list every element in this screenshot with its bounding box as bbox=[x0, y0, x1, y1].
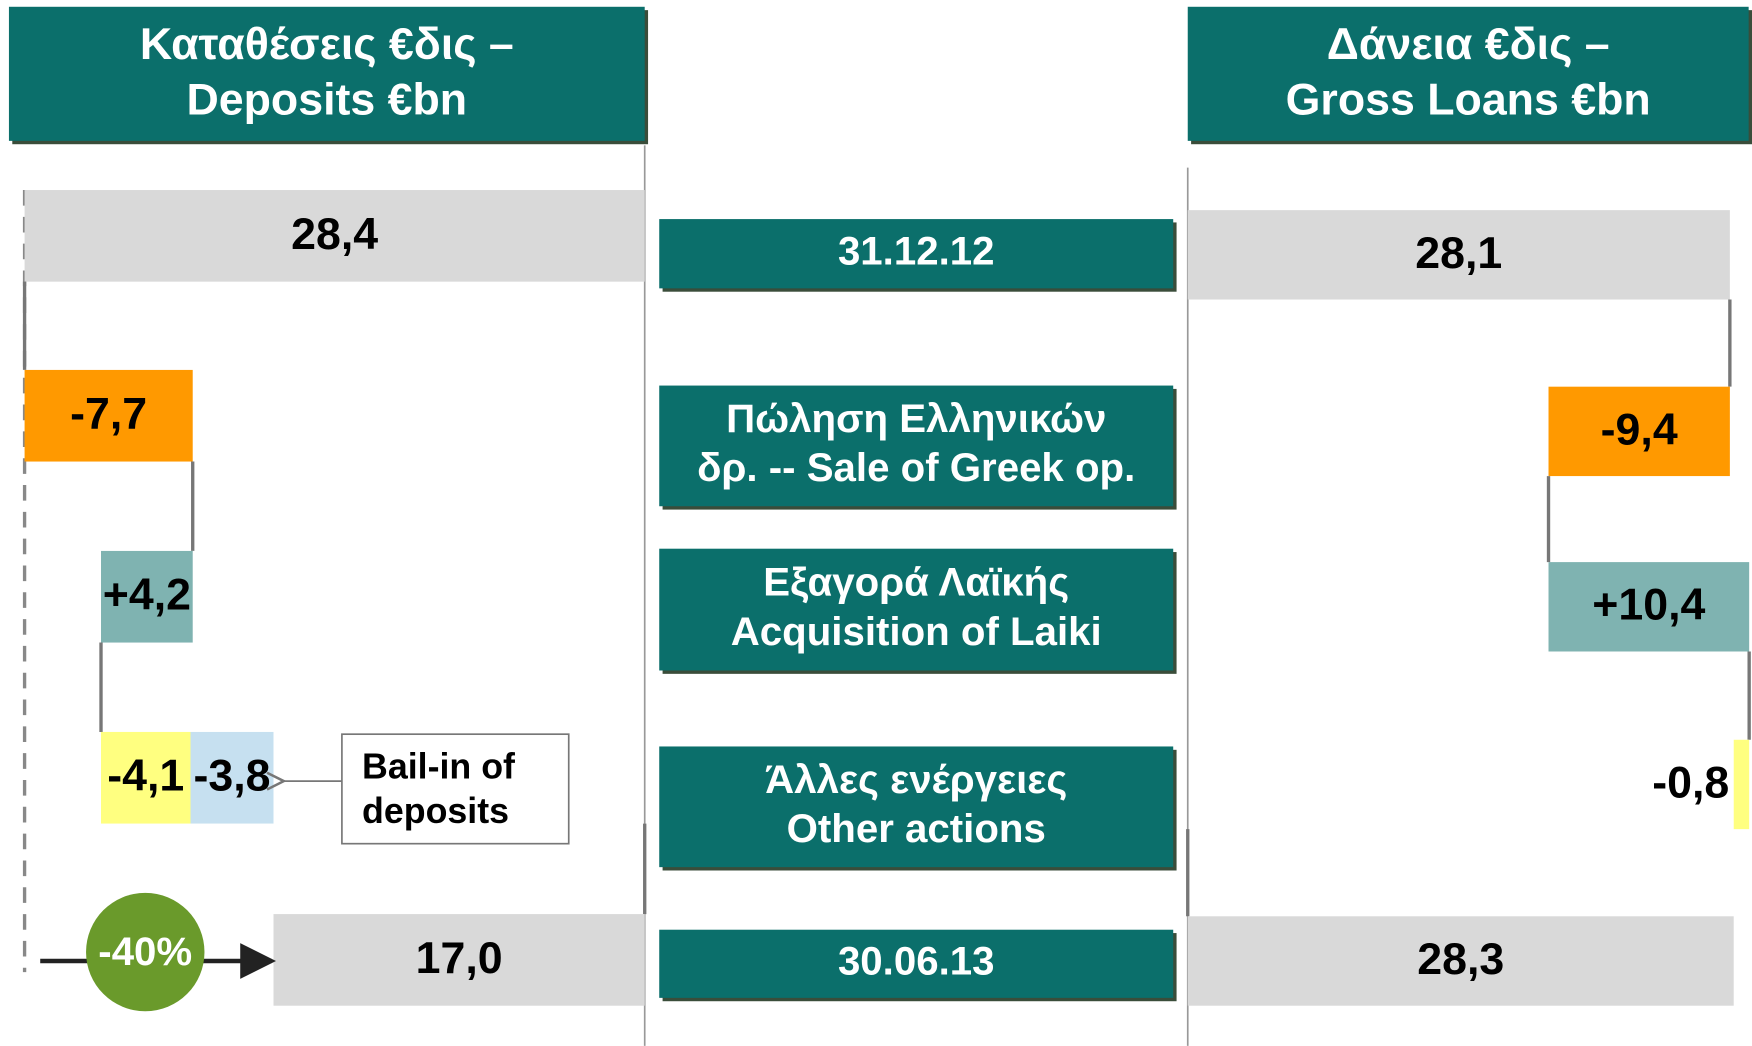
bar bbox=[273, 914, 645, 1006]
chart-title: Δάνεια €δις – bbox=[1327, 20, 1610, 69]
data-label: -4,1 bbox=[107, 752, 184, 801]
data-label: 28,4 bbox=[291, 210, 378, 259]
bar bbox=[190, 731, 274, 824]
data-label: -0,8 bbox=[1652, 758, 1729, 807]
row-label: 31.12.12 bbox=[838, 228, 995, 273]
data-label: 28,3 bbox=[1417, 935, 1504, 984]
row-label-box bbox=[659, 219, 1174, 289]
data-label: +4,2 bbox=[103, 571, 191, 620]
data-label: +10,4 bbox=[1592, 581, 1705, 630]
row-label: Other actions bbox=[787, 806, 1046, 851]
change-label: -40% bbox=[98, 929, 192, 974]
bar bbox=[24, 369, 193, 462]
bar bbox=[1548, 386, 1730, 477]
chart-title: Gross Loans €bn bbox=[1286, 76, 1651, 125]
data-label: -3,8 bbox=[194, 752, 271, 801]
bar bbox=[101, 731, 191, 824]
data-label: 28,1 bbox=[1415, 229, 1502, 278]
row-label: δρ. -- Sale of Greek op. bbox=[697, 445, 1135, 490]
bar bbox=[1548, 562, 1750, 652]
bar bbox=[1733, 739, 1750, 830]
row-label: Εξαγορά Λαϊκής bbox=[763, 560, 1069, 605]
row-label-box bbox=[659, 548, 1174, 671]
note-box bbox=[341, 733, 570, 845]
row-label: Πώληση Ελληνικών bbox=[726, 396, 1106, 441]
row-label: Acquisition of Laiki bbox=[731, 609, 1102, 654]
bar bbox=[1187, 210, 1730, 300]
chart-title: Deposits €bn bbox=[187, 76, 468, 125]
change-badge bbox=[86, 892, 205, 1012]
note: Bail-in of bbox=[362, 746, 515, 786]
header-box bbox=[1187, 6, 1749, 141]
bar bbox=[24, 190, 645, 282]
chart-title: Καταθέσεις €δις – bbox=[140, 20, 514, 69]
row-label-box bbox=[659, 385, 1174, 507]
row-label-box bbox=[659, 929, 1174, 998]
data-label: -7,7 bbox=[70, 390, 147, 439]
bar bbox=[101, 550, 193, 643]
row-label-box bbox=[659, 746, 1174, 868]
row-label: 30.06.13 bbox=[838, 938, 995, 983]
header-box bbox=[8, 6, 645, 141]
note: deposits bbox=[362, 791, 509, 831]
data-label: 17,0 bbox=[416, 934, 503, 983]
row-label: Άλλες ενέργειες bbox=[765, 757, 1067, 802]
bar bbox=[1187, 916, 1734, 1006]
data-label: -9,4 bbox=[1601, 405, 1678, 454]
